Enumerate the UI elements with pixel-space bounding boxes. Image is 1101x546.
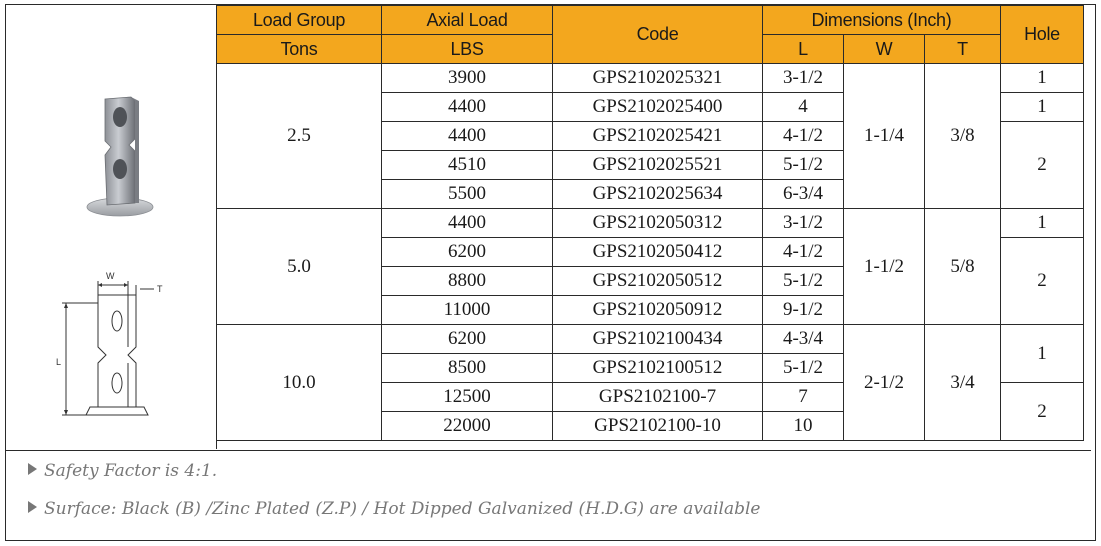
code-cell: GPS2102050312 xyxy=(552,208,763,238)
l-cell: 7 xyxy=(762,382,844,412)
lbs-cell: 4400 xyxy=(381,208,553,238)
header-l: L xyxy=(762,34,844,64)
l-cell: 3-1/2 xyxy=(762,63,844,93)
note-text: Safety Factor is 4:1. xyxy=(44,461,218,481)
table-row: 2.5 3900 GPS2102025321 3-1/2 1-1/4 3/8 1 xyxy=(216,63,1084,209)
code-cell: GPS2102025321 xyxy=(552,63,763,93)
header-load-group: Load Group xyxy=(216,5,382,35)
code-cell: GPS2102100-7 xyxy=(552,382,763,412)
w-cell: 1-1/2 xyxy=(843,208,925,325)
header-tons: Tons xyxy=(216,34,382,64)
lbs-cell: 4510 xyxy=(381,150,553,180)
drawing-label-w: W xyxy=(106,271,115,281)
header-row-1: Load Group Axial Load Code Dimensions (I… xyxy=(216,5,1084,64)
header-w: W xyxy=(843,34,925,64)
lbs-cell: 4400 xyxy=(381,121,553,151)
t-cell: 5/8 xyxy=(924,208,1001,325)
hole-cell: 2 xyxy=(1000,382,1084,441)
anchor-photo xyxy=(86,96,154,217)
table-row: 5.0 4400 GPS2102050312 3-1/2 1-1/2 5/8 1 xyxy=(216,208,1084,325)
header-code: Code xyxy=(552,5,763,64)
note-text: Surface: Black (B) /Zinc Plated (Z.P) / … xyxy=(44,499,761,519)
code-cell: GPS2102100512 xyxy=(552,353,763,383)
l-cell: 3-1/2 xyxy=(762,208,844,238)
w-cell: 2-1/2 xyxy=(843,324,925,441)
t-cell: 3/4 xyxy=(924,324,1001,441)
l-cell: 4-1/2 xyxy=(762,121,844,151)
triangle-bullet-icon xyxy=(28,463,37,475)
header-t: T xyxy=(924,34,1001,64)
hole-cell: 1 xyxy=(1000,208,1084,238)
code-cell: GPS2102025421 xyxy=(552,121,763,151)
lbs-cell: 8800 xyxy=(381,266,553,296)
hole-cell: 1 xyxy=(1000,92,1084,122)
l-cell: 4 xyxy=(762,92,844,122)
lbs-cell: 11000 xyxy=(381,295,553,325)
table-row: 4510 GPS2102025521 5-1/2 xyxy=(217,150,1084,180)
table-row: 22000 GPS2102100-10 10 xyxy=(217,411,1084,441)
note-safety-factor: Safety Factor is 4:1. xyxy=(28,461,217,481)
table-row: 12500 GPS2102100-7 7 2 xyxy=(217,382,1084,441)
l-cell: 4-1/2 xyxy=(762,237,844,267)
drawing-label-l: L xyxy=(56,357,61,367)
l-cell: 5-1/2 xyxy=(762,266,844,296)
triangle-bullet-icon xyxy=(28,501,37,513)
code-cell: GPS2102025634 xyxy=(552,179,763,209)
code-cell: GPS2102050412 xyxy=(552,237,763,267)
hole-cell: 1 xyxy=(1000,324,1084,383)
header-axial-load: Axial Load xyxy=(381,5,553,35)
code-cell: GPS2102025521 xyxy=(552,150,763,180)
l-cell: 5-1/2 xyxy=(762,353,844,383)
table-row: 4400 GPS2102025421 4-1/2 2 xyxy=(217,121,1084,209)
table-row: 11000 GPS2102050912 9-1/2 xyxy=(217,295,1084,325)
l-cell: 4-3/4 xyxy=(762,324,844,354)
lbs-cell: 5500 xyxy=(381,179,553,209)
hole-cell: 2 xyxy=(1000,237,1084,325)
l-cell: 6-3/4 xyxy=(762,179,844,209)
code-cell: GPS2102100434 xyxy=(552,324,763,354)
hole-cell: 2 xyxy=(1000,121,1084,209)
code-cell: GPS2102100-10 xyxy=(552,411,763,441)
table-row: 8800 GPS2102050512 5-1/2 xyxy=(217,266,1084,296)
lbs-cell: 6200 xyxy=(381,237,553,267)
specification-table: Load Group Axial Load Code Dimensions (I… xyxy=(216,5,1084,441)
product-illustrations: W T L xyxy=(6,5,217,449)
l-cell: 10 xyxy=(762,411,844,441)
header-lbs: LBS xyxy=(381,34,553,64)
lbs-cell: 12500 xyxy=(381,382,553,412)
anchor-dimension-drawing: W T L xyxy=(56,271,163,416)
tons-cell: 2.5 xyxy=(216,63,382,209)
tons-cell: 5.0 xyxy=(216,208,382,325)
code-cell: GPS2102050912 xyxy=(552,295,763,325)
drawing-label-t: T xyxy=(157,284,163,294)
tons-cell: 10.0 xyxy=(216,324,382,441)
table-row: 4400 GPS2102025400 4 1 xyxy=(217,92,1084,122)
code-cell: GPS2102050512 xyxy=(552,266,763,296)
header-dimensions: Dimensions (Inch) xyxy=(762,5,1001,35)
table-row: 10.0 6200 GPS2102100434 4-3/4 2-1/2 3/4 … xyxy=(216,324,1084,441)
l-cell: 5-1/2 xyxy=(762,150,844,180)
header-row-2: Tons LBS L W T xyxy=(216,34,1084,64)
lbs-cell: 22000 xyxy=(381,411,553,441)
lbs-cell: 6200 xyxy=(381,324,553,354)
table-row: 8500 GPS2102100512 5-1/2 xyxy=(217,353,1084,383)
note-surface: Surface: Black (B) /Zinc Plated (Z.P) / … xyxy=(28,499,760,519)
notes-section: Safety Factor is 4:1. Surface: Black (B)… xyxy=(6,450,1091,541)
t-cell: 3/8 xyxy=(924,63,1001,209)
lbs-cell: 3900 xyxy=(381,63,553,93)
code-cell: GPS2102025400 xyxy=(552,92,763,122)
spec-sheet-frame xyxy=(5,4,1096,541)
w-cell: 1-1/4 xyxy=(843,63,925,209)
l-cell: 9-1/2 xyxy=(762,295,844,325)
lbs-cell: 4400 xyxy=(381,92,553,122)
hole-cell: 1 xyxy=(1000,63,1084,93)
lbs-cell: 8500 xyxy=(381,353,553,383)
header-hole: Hole xyxy=(1000,5,1084,64)
